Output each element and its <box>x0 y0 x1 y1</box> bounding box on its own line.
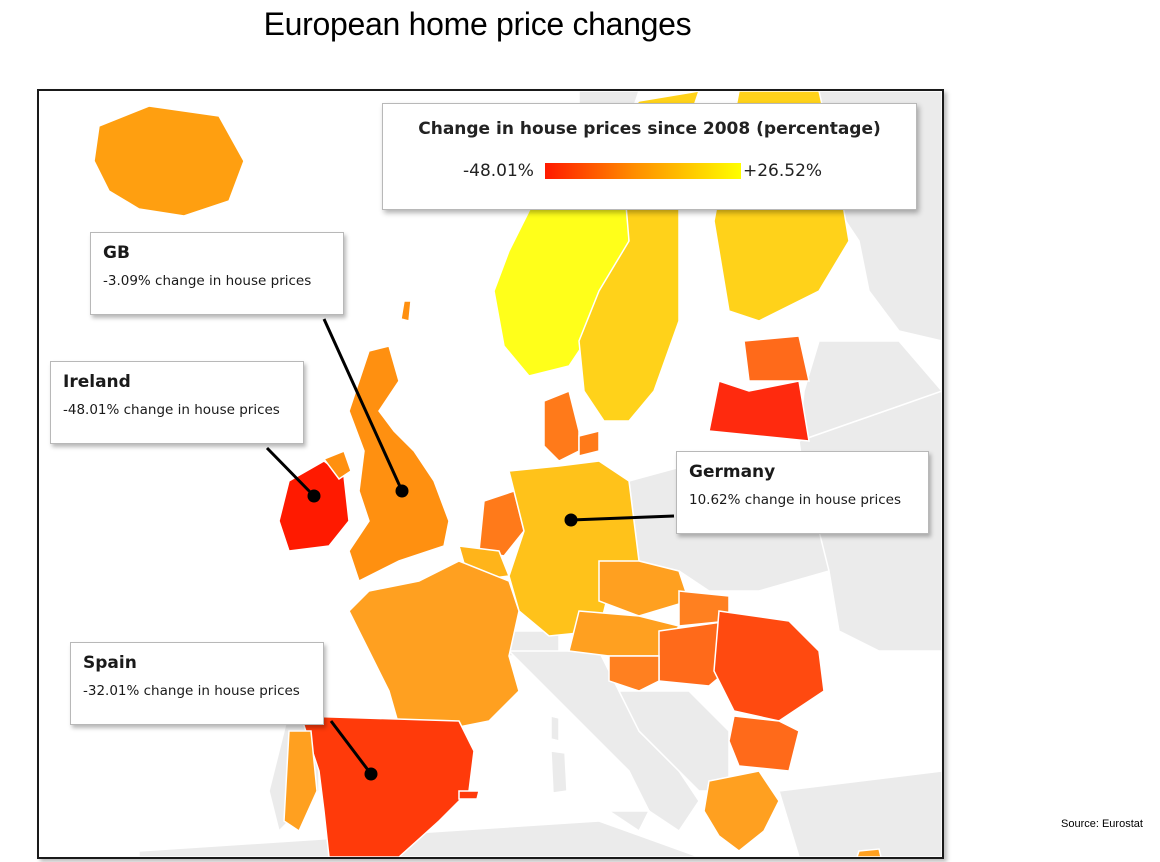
country-spain <box>299 715 475 857</box>
country-france <box>348 560 520 732</box>
page-title: European home price changes <box>263 6 692 42</box>
ireland-leader-line <box>265 446 316 498</box>
callout-gb-name: GB <box>103 243 130 263</box>
country-cyprus <box>856 848 882 857</box>
callout-gb-value: -3.09% change in house prices <box>103 273 312 289</box>
callout-germany-name: Germany <box>689 462 776 482</box>
callout-ireland-value: -48.01% change in house prices <box>63 402 280 418</box>
callout-germany-value: 10.62% change in house prices <box>689 492 901 508</box>
country-northern-ireland <box>322 450 352 481</box>
callout-spain-name: Spain <box>83 653 137 673</box>
country-germany <box>508 460 640 637</box>
country-gb <box>348 345 450 583</box>
callout-spain-value: -32.01% change in house prices <box>83 683 300 699</box>
germany-leader-dot <box>564 513 578 527</box>
region-sicily <box>606 810 651 833</box>
spain-leader-dot <box>364 767 378 781</box>
spain-leader-line <box>329 720 373 775</box>
region-baltic-east <box>798 340 942 443</box>
callout-spain: Spain -32.01% change in house prices <box>70 642 324 725</box>
country-bulgaria <box>728 715 800 772</box>
source-note: Source: Eurostat <box>1061 818 1143 830</box>
legend-gradient-bar <box>545 163 741 179</box>
country-denmark <box>543 389 580 462</box>
gb-leader-dot <box>395 484 409 498</box>
legend-box: Change in house prices since 2008 (perce… <box>382 103 917 210</box>
gb-leader-line <box>322 318 404 492</box>
country-romania <box>713 610 825 722</box>
region-turkey <box>778 770 942 857</box>
callout-ireland: Ireland -48.01% change in house prices <box>50 361 304 444</box>
country-denmark-east <box>578 430 600 457</box>
legend-title: Change in house prices since 2008 (perce… <box>418 119 881 139</box>
country-iceland <box>93 105 245 217</box>
ireland-leader-dot <box>307 489 321 503</box>
country-gb-isles <box>400 300 412 322</box>
germany-leader-line <box>570 514 675 522</box>
country-estonia <box>743 335 810 382</box>
legend-min-label: -48.01% <box>463 161 534 181</box>
country-portugal <box>283 730 318 833</box>
country-balearics <box>458 790 480 800</box>
legend-max-label: +26.52% <box>743 161 823 181</box>
country-latvia <box>708 380 810 442</box>
callout-germany: Germany 10.62% change in house prices <box>676 451 929 534</box>
callout-ireland-name: Ireland <box>63 372 131 392</box>
region-corsica <box>550 715 560 742</box>
country-slovenia-croatia <box>608 655 660 692</box>
callout-gb: GB -3.09% change in house prices <box>90 232 344 315</box>
callout-leaders <box>265 318 675 781</box>
country-greece <box>703 770 780 852</box>
region-sardinia <box>550 750 568 794</box>
map-frame: Change in house prices since 2008 (perce… <box>37 89 944 859</box>
country-netherlands <box>478 490 525 557</box>
